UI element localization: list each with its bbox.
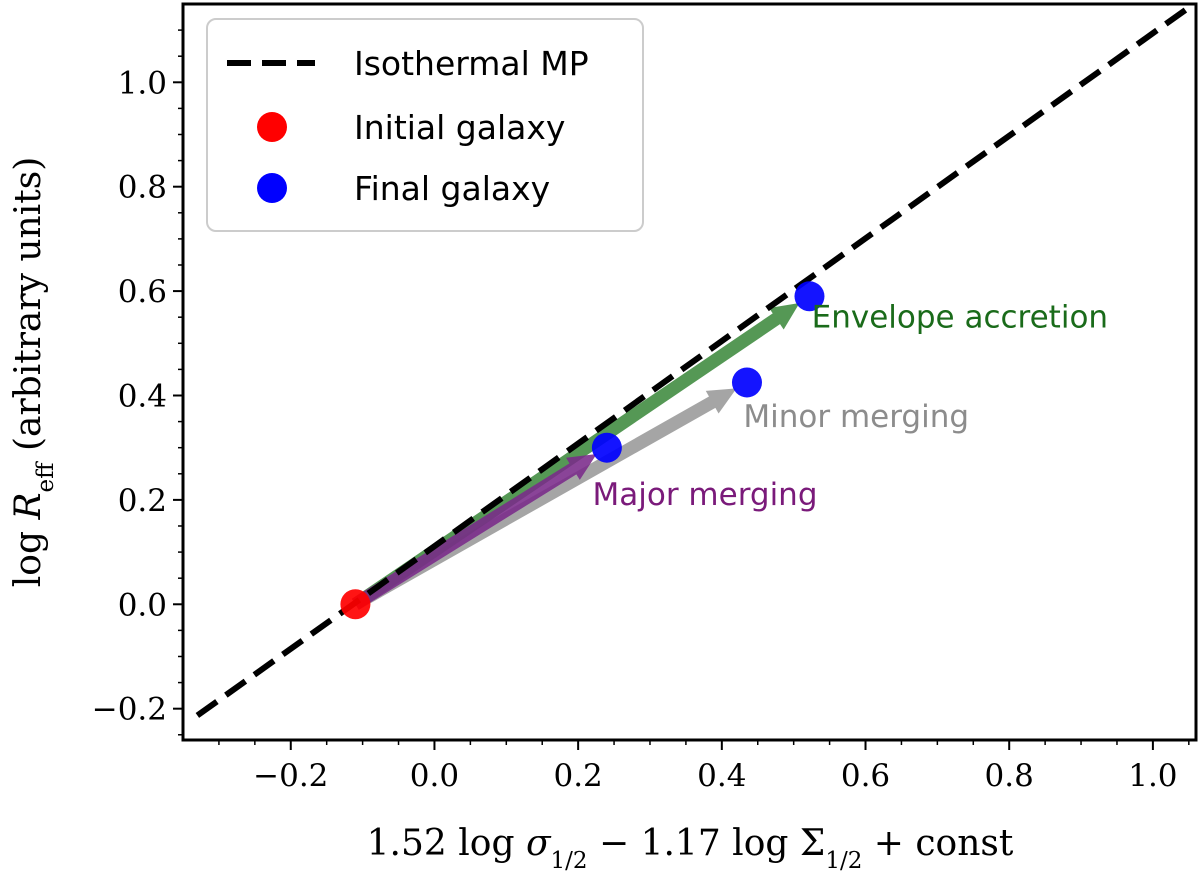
legend: Isothermal MP Initial galaxy Final galaxy xyxy=(206,18,644,232)
x-tick-label: 1.0 xyxy=(1128,758,1177,794)
major-merging-label: Major merging xyxy=(593,477,818,513)
envelope-accretion-label: Envelope accretion xyxy=(812,300,1108,336)
annotation-layer: Envelope accretion Minor merging Major mer… xyxy=(593,300,1109,513)
line-layer xyxy=(195,4,1196,718)
major-merging-arrow xyxy=(351,454,597,610)
minor-merging-label: Minor merging xyxy=(743,399,969,435)
y-tick-label: 0.6 xyxy=(118,274,167,310)
isothermal-mp-line xyxy=(195,4,1196,718)
y-tick-label: 0.0 xyxy=(118,587,167,623)
x-tick-label: 0.0 xyxy=(410,758,459,794)
y-tick-label: 1.0 xyxy=(118,65,167,101)
y-tick-label: 0.4 xyxy=(118,378,167,414)
legend-final-galaxy-label: Final galaxy xyxy=(354,169,550,208)
y-tick-label: −0.2 xyxy=(92,692,167,728)
y-tick-label: 0.2 xyxy=(118,483,167,519)
points-layer xyxy=(340,281,825,620)
legend-box xyxy=(206,18,644,232)
final-galaxy-point xyxy=(731,367,762,398)
x-tick-label: 0.6 xyxy=(841,758,890,794)
plot-frame xyxy=(181,2,1198,742)
final-galaxy-point xyxy=(794,281,825,312)
x-tick-label: −0.2 xyxy=(253,758,328,794)
x-axis-label: 1.52 log σ1/2 − 1.17 log Σ1/2 + const xyxy=(367,823,1014,873)
ticks-layer: −0.2 0.0 0.2 0.4 0.6 0.8 1.0 −0.2 0.0 0.2 0.4 0.6 0.… xyxy=(92,29,1190,794)
legend-isothermal-mp-label: Isothermal MP xyxy=(354,44,589,83)
y-tick-label: 0.8 xyxy=(118,170,167,206)
x-tick-label: 0.8 xyxy=(985,758,1034,794)
arrows-layer xyxy=(351,303,800,610)
legend-initial-galaxy-label: Initial galaxy xyxy=(354,108,565,147)
x-tick-label: 0.2 xyxy=(553,758,602,794)
legend-initial-galaxy-marker xyxy=(257,112,287,142)
minor-merging-arrow xyxy=(352,388,737,610)
final-galaxy-point xyxy=(591,432,622,463)
x-tick-label: 0.4 xyxy=(697,758,746,794)
y-axis-label: log Reff (arbitrary units) xyxy=(8,157,59,587)
initial-galaxy-point xyxy=(340,589,371,620)
legend-final-galaxy-marker xyxy=(257,173,287,203)
